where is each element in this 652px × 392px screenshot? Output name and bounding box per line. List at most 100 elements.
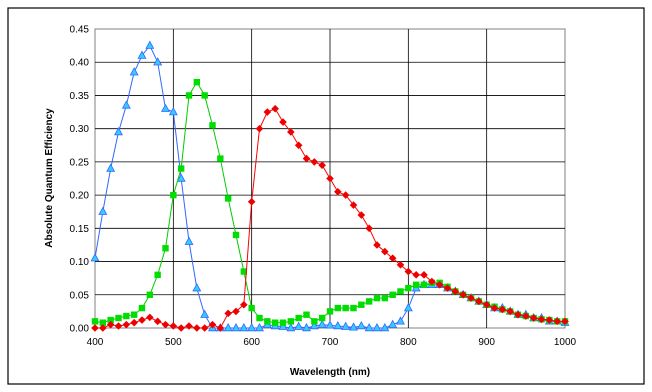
data-point bbox=[529, 314, 538, 322]
data-point bbox=[364, 322, 374, 332]
data-point bbox=[201, 92, 208, 99]
data-point bbox=[185, 322, 193, 330]
data-point bbox=[177, 165, 185, 172]
data-point bbox=[239, 322, 249, 332]
x-tick-label: 1000 bbox=[554, 337, 577, 348]
data-point bbox=[420, 271, 428, 279]
data-point bbox=[130, 311, 138, 318]
data-point bbox=[381, 294, 389, 302]
y-tick-label: 0.05 bbox=[70, 290, 90, 301]
data-point bbox=[389, 291, 396, 298]
y-axis-title: Absolute Quantum Efficiency bbox=[44, 108, 55, 248]
data-point bbox=[388, 319, 398, 328]
data-point bbox=[350, 304, 357, 312]
data-point bbox=[114, 126, 123, 136]
data-point bbox=[256, 314, 263, 322]
data-point bbox=[412, 271, 420, 279]
data-point bbox=[279, 118, 287, 126]
y-tick-label: 0.30 bbox=[70, 124, 90, 135]
data-point bbox=[146, 313, 154, 322]
y-tick-label: 0.00 bbox=[70, 324, 90, 335]
data-point bbox=[365, 298, 373, 305]
data-point bbox=[263, 108, 272, 116]
data-point bbox=[248, 304, 255, 312]
data-point bbox=[475, 297, 483, 306]
data-point bbox=[482, 300, 491, 309]
data-point bbox=[169, 322, 178, 330]
data-point bbox=[326, 308, 334, 315]
data-point bbox=[396, 316, 405, 325]
data-point bbox=[309, 320, 319, 330]
data-point bbox=[168, 107, 178, 116]
data-point bbox=[129, 67, 139, 76]
y-tick-label: 0.15 bbox=[70, 224, 90, 235]
data-point bbox=[412, 281, 420, 289]
data-point bbox=[91, 324, 99, 332]
data-point bbox=[217, 155, 224, 162]
data-point bbox=[176, 173, 186, 182]
data-point bbox=[341, 321, 351, 330]
data-point bbox=[161, 320, 170, 329]
data-point bbox=[318, 314, 326, 322]
data-point bbox=[224, 309, 232, 318]
x-axis-title: Wavelength (nm) bbox=[290, 367, 370, 378]
data-point bbox=[514, 310, 522, 319]
data-point bbox=[467, 294, 475, 302]
data-point bbox=[185, 92, 193, 99]
data-point bbox=[287, 128, 295, 136]
x-tick-label: 600 bbox=[243, 337, 260, 348]
data-point bbox=[451, 287, 460, 296]
x-tick-label: 700 bbox=[322, 337, 339, 348]
data-point bbox=[114, 322, 123, 330]
data-point bbox=[232, 307, 240, 316]
data-point bbox=[380, 322, 390, 332]
data-point bbox=[279, 319, 287, 326]
data-point bbox=[106, 163, 116, 172]
data-point bbox=[138, 304, 146, 312]
data-point bbox=[209, 122, 216, 129]
data-point bbox=[537, 315, 546, 324]
data-point bbox=[271, 319, 279, 326]
x-tick-label: 500 bbox=[165, 337, 182, 348]
data-point bbox=[115, 314, 122, 322]
data-point bbox=[138, 316, 146, 324]
data-point bbox=[381, 247, 389, 256]
grid-lines bbox=[95, 29, 565, 328]
data-point bbox=[372, 322, 382, 332]
data-point bbox=[107, 316, 114, 324]
data-point bbox=[341, 191, 350, 199]
y-tick-label: 0.25 bbox=[70, 157, 90, 168]
data-point bbox=[91, 318, 99, 325]
data-point bbox=[208, 320, 217, 329]
data-point bbox=[161, 103, 170, 112]
data-point bbox=[333, 320, 343, 330]
data-point bbox=[122, 320, 131, 329]
data-point bbox=[317, 319, 327, 328]
data-point bbox=[231, 322, 241, 332]
data-point bbox=[106, 320, 115, 329]
data-point bbox=[177, 324, 185, 332]
data-point bbox=[397, 288, 404, 295]
data-point bbox=[302, 322, 311, 332]
data-point bbox=[396, 261, 405, 269]
data-point bbox=[255, 322, 264, 332]
data-point bbox=[349, 322, 358, 331]
data-point bbox=[490, 304, 499, 312]
data-point bbox=[435, 281, 444, 289]
data-point bbox=[170, 191, 177, 199]
data-point bbox=[373, 294, 381, 302]
data-point bbox=[357, 211, 366, 219]
data-point bbox=[420, 281, 428, 289]
data-point bbox=[184, 236, 194, 245]
x-tick-label: 400 bbox=[87, 337, 104, 348]
data-point bbox=[545, 316, 554, 324]
data-point bbox=[153, 57, 163, 66]
x-tick-label: 900 bbox=[478, 337, 495, 348]
data-point bbox=[428, 277, 436, 286]
data-point bbox=[192, 283, 202, 292]
data-point bbox=[506, 307, 514, 316]
data-point bbox=[200, 324, 209, 332]
y-tick-label: 0.45 bbox=[70, 25, 90, 36]
data-series bbox=[90, 40, 570, 332]
